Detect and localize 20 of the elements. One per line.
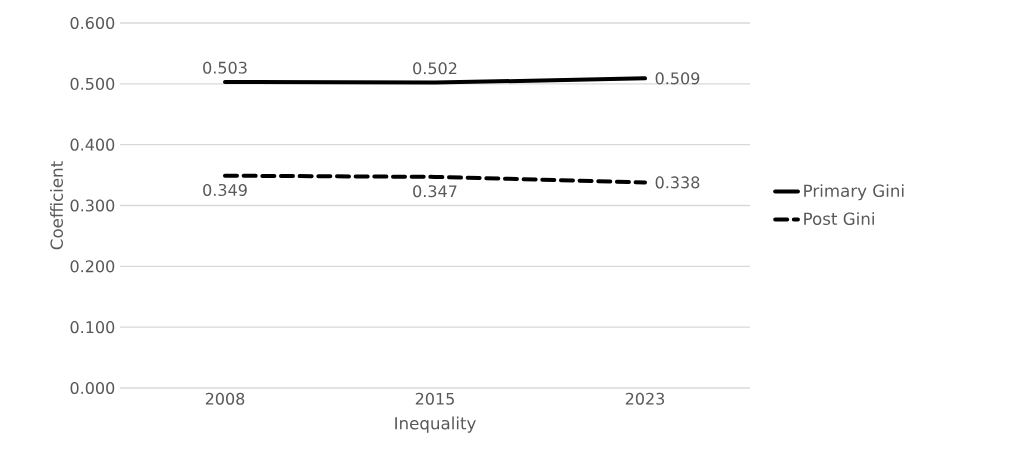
legend-label: Post Gini (804, 212, 874, 226)
y-tick-label: 0.600 (70, 16, 115, 30)
y-tick-label: 0.400 (70, 138, 115, 151)
data-label: 0.509 (655, 72, 700, 85)
y-tick-label: 0.500 (70, 77, 115, 90)
y-axis-title: Coefficient (50, 161, 63, 250)
y-tick-label: 0.300 (70, 199, 115, 212)
y-tick-label: 0.000 (70, 381, 115, 395)
legend-label: Primary Gini (804, 184, 904, 201)
data-label: 0.502 (413, 62, 457, 75)
data-label: 0.347 (413, 185, 457, 198)
x-axis-title: Inequality (395, 416, 476, 433)
data-label: 0.349 (203, 183, 247, 197)
y-tick-label: 0.200 (70, 260, 115, 273)
data-label: 0.503 (203, 61, 247, 74)
y-tick-label: 0.100 (70, 321, 115, 334)
x-tick-label: 2015 (415, 392, 454, 405)
data-label: 0.338 (655, 176, 700, 189)
x-tick-label: 2008 (205, 392, 245, 405)
x-tick-label: 2023 (625, 392, 665, 405)
